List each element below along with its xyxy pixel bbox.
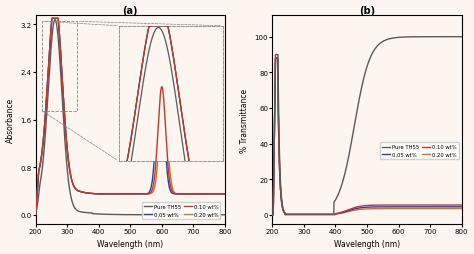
X-axis label: Wavelength (nm): Wavelength (nm) [97, 240, 164, 248]
X-axis label: Wavelength (nm): Wavelength (nm) [334, 240, 400, 248]
Legend: Pure TH55, 0.05 wt%, 0.10 wt%, 0.20 wt%: Pure TH55, 0.05 wt%, 0.10 wt%, 0.20 wt% [142, 202, 220, 219]
Bar [42, 22, 77, 111]
Title: (b): (b) [359, 6, 375, 15]
Y-axis label: Absorbance: Absorbance [6, 98, 15, 142]
Legend: Pure TH55, 0.05 wt%, 0.10 wt%, 0.20 wt%: Pure TH55, 0.05 wt%, 0.10 wt%, 0.20 wt% [380, 143, 459, 160]
Title: (a): (a) [122, 6, 138, 15]
Y-axis label: % Transmittance: % Transmittance [240, 88, 249, 152]
